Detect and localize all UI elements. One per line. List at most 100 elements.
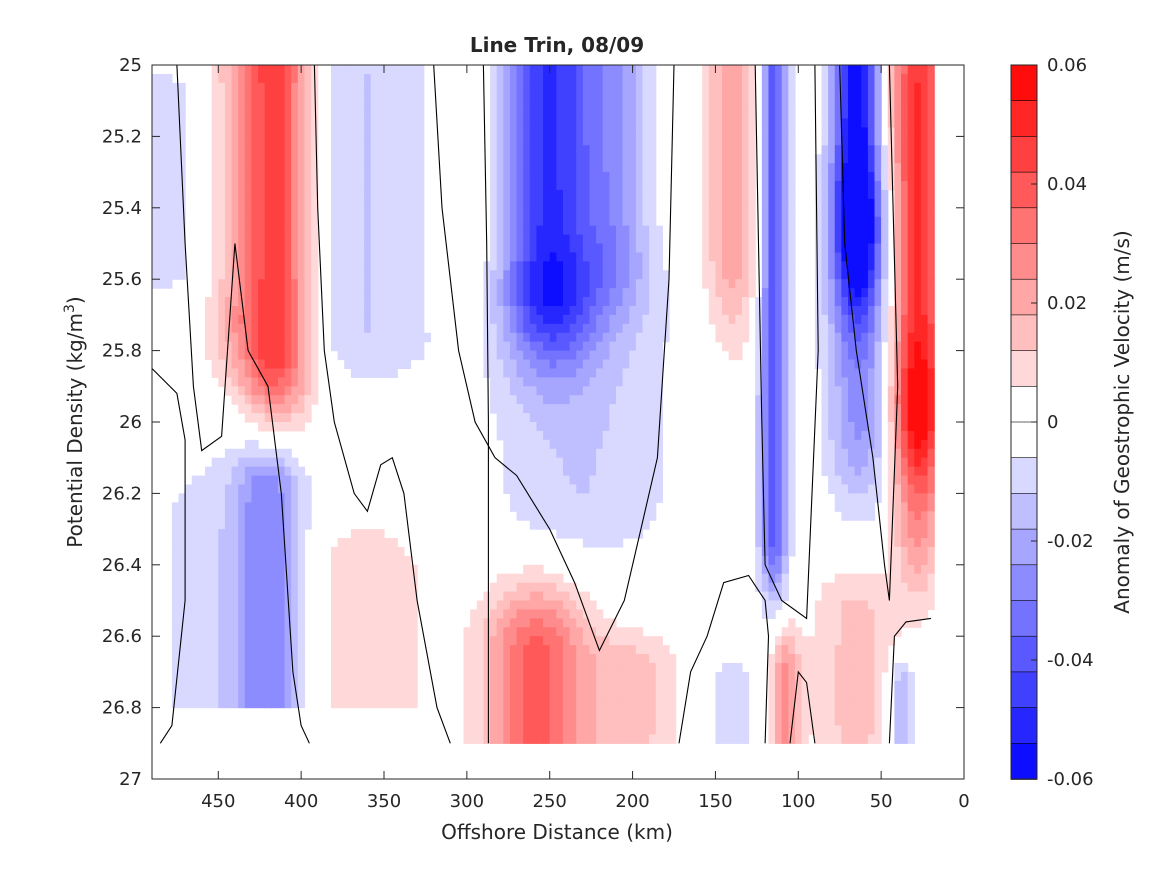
heatmap-cell	[589, 520, 597, 530]
heatmap-cell	[264, 466, 272, 477]
heatmap-cell	[549, 582, 557, 593]
heatmap-cell	[596, 261, 604, 271]
heatmap-cell	[291, 243, 299, 254]
heatmap-cell	[218, 618, 226, 628]
heatmap-cell	[569, 82, 577, 93]
heatmap-cell	[529, 600, 538, 611]
heatmap-cell	[602, 716, 610, 727]
heatmap-cell	[649, 198, 657, 209]
heatmap-cell	[529, 475, 538, 486]
heatmap-cell	[768, 65, 776, 75]
heatmap-cell	[543, 671, 551, 682]
heatmap-cell	[841, 582, 849, 593]
heatmap-cell	[722, 662, 730, 673]
heatmap-cell	[152, 118, 160, 129]
heatmap-cell	[344, 207, 352, 218]
heatmap-cell	[297, 82, 306, 93]
heatmap-cell	[410, 145, 418, 155]
heatmap-cell	[741, 734, 750, 744]
heatmap-cell	[629, 270, 637, 280]
heatmap-cell	[178, 225, 186, 236]
heatmap-cell	[741, 725, 750, 735]
heatmap-cell	[622, 145, 630, 155]
heatmap-cell	[251, 502, 259, 512]
heatmap-cell	[642, 457, 650, 468]
heatmap-cell	[231, 475, 239, 486]
heatmap-cell	[761, 279, 770, 289]
heatmap-cell	[735, 65, 743, 75]
heatmap-cell	[642, 189, 650, 200]
heatmap-cell	[251, 636, 259, 646]
heatmap-cell	[722, 716, 730, 727]
heatmap-cell	[357, 341, 365, 352]
heatmap-cell	[397, 243, 405, 254]
heatmap-cell	[562, 154, 571, 164]
heatmap-cell	[702, 145, 710, 155]
heatmap-cell	[277, 118, 286, 129]
heatmap-cell	[655, 680, 663, 691]
heatmap-cell	[761, 511, 770, 521]
heatmap-cell	[748, 243, 756, 254]
heatmap-cell	[529, 314, 538, 325]
heatmap-cell	[231, 216, 239, 227]
heatmap-cell	[284, 484, 292, 494]
heatmap-cell	[496, 430, 504, 441]
heatmap-cell	[264, 109, 272, 120]
heatmap-cell	[344, 288, 352, 298]
heatmap-cell	[264, 270, 272, 280]
heatmap-cell	[211, 189, 219, 200]
heatmap-cell	[582, 671, 591, 682]
heatmap-cell	[655, 671, 663, 682]
heatmap-cell	[364, 118, 372, 129]
heatmap-cell	[708, 261, 717, 271]
heatmap-cell	[297, 546, 306, 557]
heatmap-cell	[761, 538, 770, 548]
heatmap-cell	[337, 662, 345, 673]
heatmap-cell	[191, 546, 199, 557]
heatmap-cell	[171, 216, 180, 227]
heatmap-cell	[589, 73, 597, 84]
heatmap-cell	[562, 216, 571, 227]
heatmap-cell	[165, 73, 173, 84]
heatmap-cell	[635, 725, 644, 735]
heatmap-cell	[337, 189, 345, 200]
heatmap-cell	[264, 172, 272, 182]
heatmap-cell	[370, 207, 378, 218]
heatmap-cell	[715, 297, 723, 307]
heatmap-cell	[635, 662, 644, 673]
heatmap-cell	[251, 511, 259, 521]
heatmap-cell	[768, 323, 776, 334]
heatmap-cell	[490, 172, 498, 182]
heatmap-cell	[649, 154, 657, 164]
heatmap-cell	[251, 73, 259, 84]
heatmap-cell	[370, 546, 378, 557]
heatmap-cell	[549, 448, 557, 459]
heatmap-cell	[821, 716, 829, 727]
heatmap-cell	[258, 654, 266, 664]
heatmap-cell	[224, 216, 233, 227]
heatmap-cell	[516, 448, 524, 459]
heatmap-cell	[629, 154, 637, 164]
heatmap-cell	[828, 350, 836, 361]
heatmap-cell	[596, 680, 604, 691]
heatmap-cell	[224, 181, 233, 191]
heatmap-cell	[622, 377, 630, 387]
heatmap-cell	[350, 689, 359, 700]
heatmap-cell	[490, 725, 498, 735]
heatmap-cell	[311, 172, 319, 182]
heatmap-cell	[562, 645, 571, 655]
heatmap-cell	[384, 270, 392, 280]
heatmap-cell	[291, 332, 299, 343]
heatmap-cell	[622, 323, 630, 334]
heatmap-cell	[403, 359, 412, 370]
heatmap-cell	[722, 680, 730, 691]
heatmap-cell	[602, 529, 610, 539]
heatmap-cell	[576, 163, 584, 173]
heatmap-cell	[649, 350, 657, 361]
heatmap-cell	[609, 502, 617, 512]
heatmap-cell	[596, 671, 604, 682]
heatmap-cell	[768, 448, 776, 459]
heatmap-cell	[390, 662, 398, 673]
heatmap-cell	[171, 163, 180, 173]
heatmap-cell	[218, 73, 226, 84]
